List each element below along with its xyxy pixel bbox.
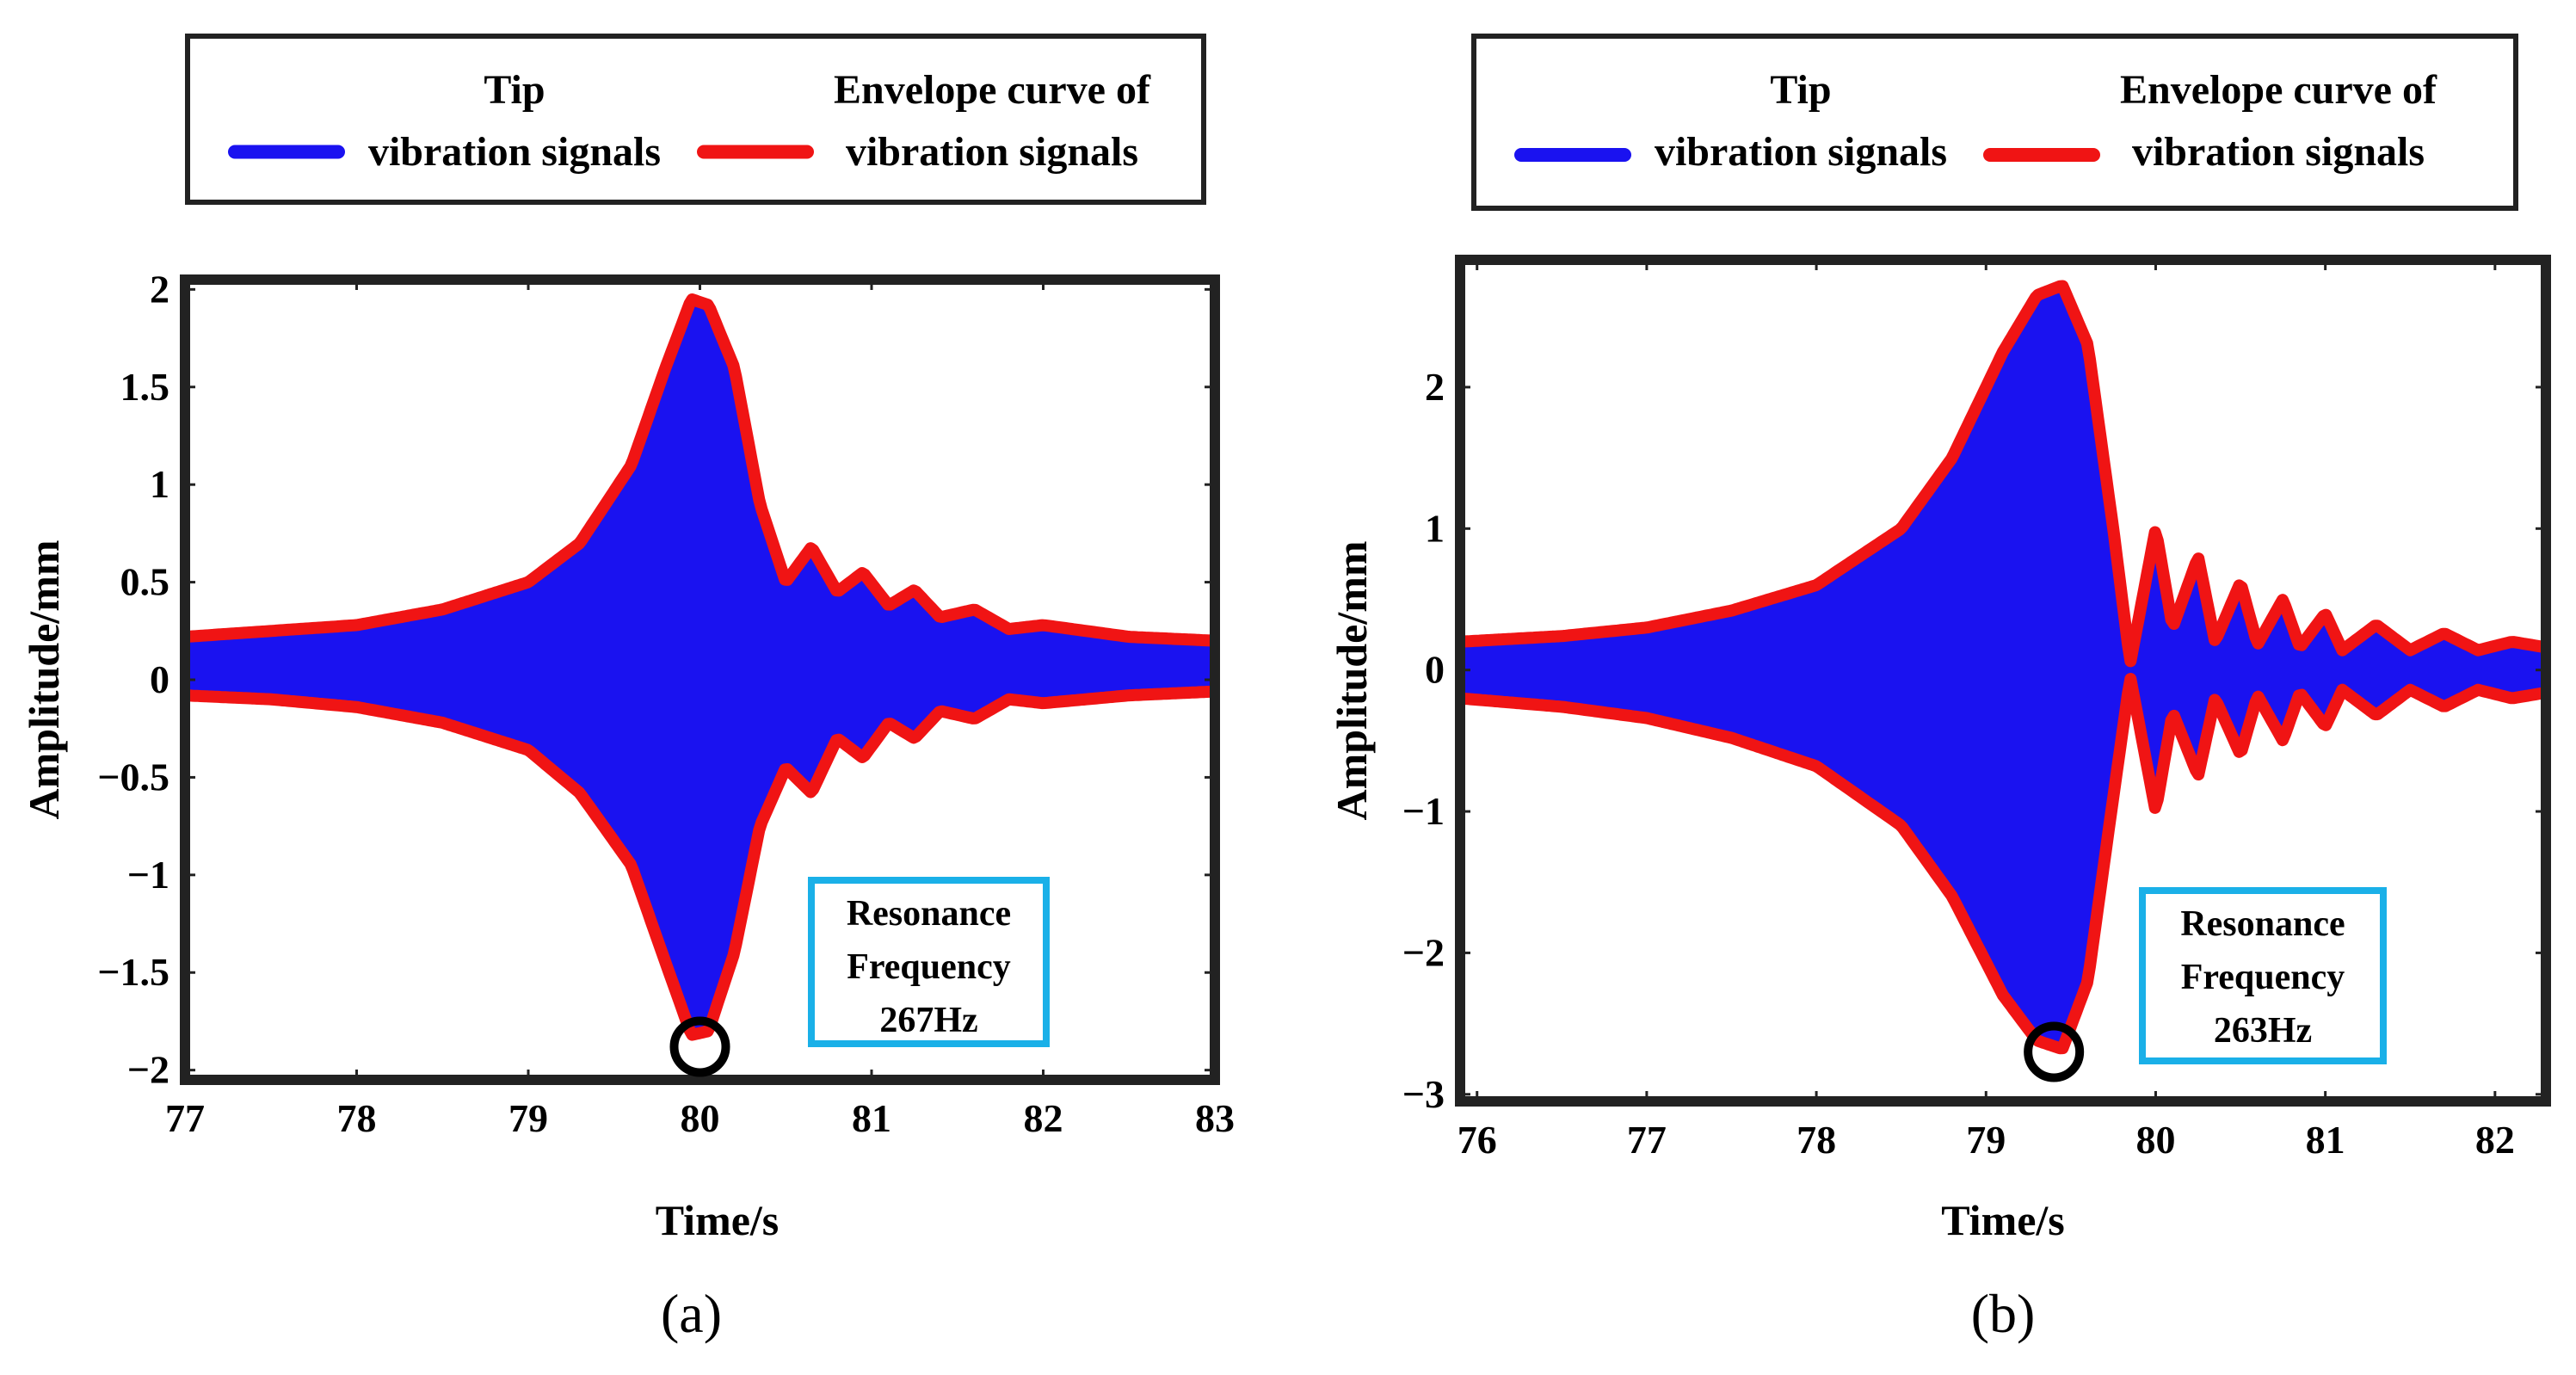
resonance-annotation-line: Frequency <box>2181 958 2345 997</box>
y-tick-label: 2 <box>1425 365 1445 409</box>
panel-label: (a) <box>661 1283 722 1344</box>
y-tick-label: −1 <box>1402 789 1445 833</box>
x-tick-label: 80 <box>681 1096 720 1140</box>
envelope-upper-line <box>1460 280 2546 668</box>
legend-label-line2: vibration signals <box>1655 129 1947 175</box>
y-tick-label: 2 <box>150 267 169 311</box>
y-tick-label: −2 <box>1402 930 1445 974</box>
legend-label-line1: Tip <box>1770 67 1831 113</box>
y-tick-label: 1 <box>1425 506 1445 550</box>
x-tick-label: 81 <box>852 1096 891 1140</box>
y-axis-label: Amplitude/mm <box>1328 541 1376 821</box>
legend-label-line1: Envelope curve of <box>834 67 1151 113</box>
envelope-lower-line <box>1460 673 2546 1055</box>
resonance-annotation-box <box>2139 887 2387 1064</box>
y-tick-label: −1.5 <box>97 950 169 994</box>
x-tick-label: 76 <box>1457 1118 1497 1162</box>
resonance-annotation-line: Resonance <box>2180 904 2345 944</box>
resonance-marker-circle <box>2024 1021 2085 1082</box>
y-tick-label: −2 <box>127 1048 169 1092</box>
x-tick-label: 79 <box>508 1096 548 1140</box>
x-tick-label: 80 <box>2135 1118 2175 1162</box>
y-tick-label: 0 <box>150 657 169 701</box>
x-tick-label: 77 <box>1627 1118 1667 1162</box>
resonance-annotation-line: Resonance <box>847 894 1011 934</box>
legend-label-line2: vibration signals <box>2132 129 2425 175</box>
chart-panel-a: 77 78 79 80 81 82 83 −2 −1.5 −1 −0.5 0 0.5 1 1.5 2 Time/… <box>20 34 1235 1344</box>
legend-label-line1: Tip <box>484 67 545 113</box>
x-tick-label: 77 <box>165 1096 205 1140</box>
resonance-marker-circle <box>669 1016 730 1077</box>
panel-label: (b) <box>1971 1283 2036 1344</box>
vibration-signal-band <box>185 298 1215 1037</box>
y-tick-label: 1.5 <box>120 365 170 409</box>
x-tick-label: 78 <box>1796 1118 1836 1162</box>
y-axis-label: Amplitude/mm <box>20 540 68 820</box>
y-tick-label: 0 <box>1425 648 1445 692</box>
plot-data <box>185 293 1215 1041</box>
envelope-upper-line <box>185 293 1215 647</box>
plot-data <box>1460 280 2546 1055</box>
envelope-lower-line <box>185 685 1215 1041</box>
legend-label-line2: vibration signals <box>368 129 661 175</box>
legend-box <box>1471 34 2518 211</box>
axes-frame <box>1455 255 2551 1107</box>
legend-label-line1: Envelope curve of <box>2120 67 2437 113</box>
x-axis-label: Time/s <box>1941 1196 2065 1244</box>
resonance-annotation-line: 263Hz <box>2214 1011 2312 1051</box>
y-tick-label: −0.5 <box>97 755 169 798</box>
y-tick-label: 0.5 <box>120 560 170 604</box>
x-tick-label: 79 <box>1966 1118 2006 1162</box>
y-tick-label: −1 <box>127 853 169 897</box>
legend-box <box>185 34 1206 205</box>
chart-panel-b: 76 77 78 79 80 81 82 −3 −2 −1 0 1 2 Time/s Amplitude/m… <box>1328 34 2551 1344</box>
legend-label-line2: vibration signals <box>846 129 1138 175</box>
x-tick-label: 81 <box>2306 1118 2345 1162</box>
x-tick-label: 82 <box>2475 1118 2515 1162</box>
y-tick-label: −3 <box>1402 1072 1445 1116</box>
x-tick-label: 78 <box>337 1096 377 1140</box>
resonance-annotation-line: Frequency <box>847 947 1011 987</box>
x-tick-label: 82 <box>1024 1096 1063 1140</box>
x-tick-label: 83 <box>1195 1096 1235 1140</box>
resonance-annotation-line: 267Hz <box>879 1001 977 1040</box>
x-axis-label: Time/s <box>656 1196 780 1244</box>
y-tick-label: 1 <box>150 462 169 506</box>
resonance-annotation-box <box>808 877 1050 1047</box>
